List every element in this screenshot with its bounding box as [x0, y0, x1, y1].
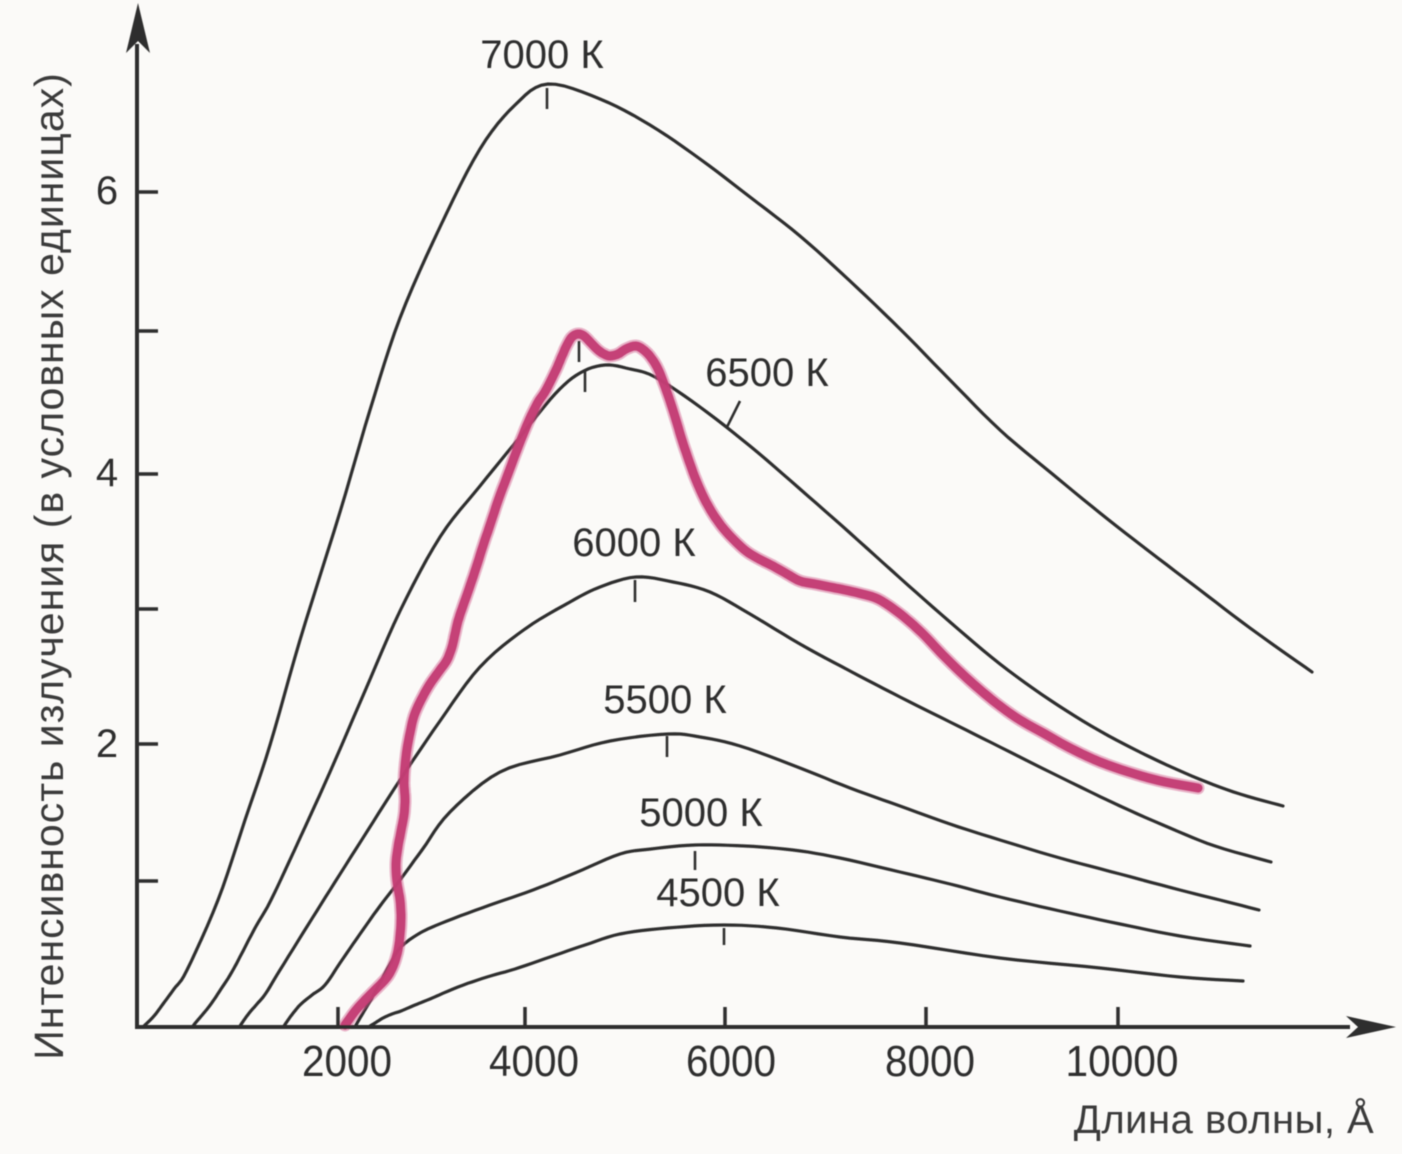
svg-text:6000: 6000: [686, 1037, 776, 1086]
svg-text:6: 6: [96, 169, 118, 213]
svg-text:Интенсивность излучения (в ус: Интенсивность излучения (в условных един…: [26, 72, 72, 1060]
svg-text:2: 2: [96, 722, 118, 766]
svg-text:4500 К: 4500 К: [656, 871, 780, 915]
svg-text:7000 К: 7000 К: [480, 33, 604, 77]
svg-text:4: 4: [96, 451, 118, 495]
svg-text:5000 К: 5000 К: [639, 791, 763, 835]
svg-text:4000: 4000: [489, 1037, 579, 1086]
svg-text:6000 К: 6000 К: [572, 521, 696, 565]
svg-text:8000: 8000: [885, 1037, 975, 1086]
svg-text:10000: 10000: [1066, 1037, 1179, 1086]
svg-text:Длина волны, Å: Длина волны, Å: [1074, 1097, 1374, 1142]
svg-text:6500 К: 6500 К: [705, 351, 829, 395]
svg-text:5500 К: 5500 К: [603, 678, 727, 722]
svg-text:2000: 2000: [302, 1037, 392, 1086]
